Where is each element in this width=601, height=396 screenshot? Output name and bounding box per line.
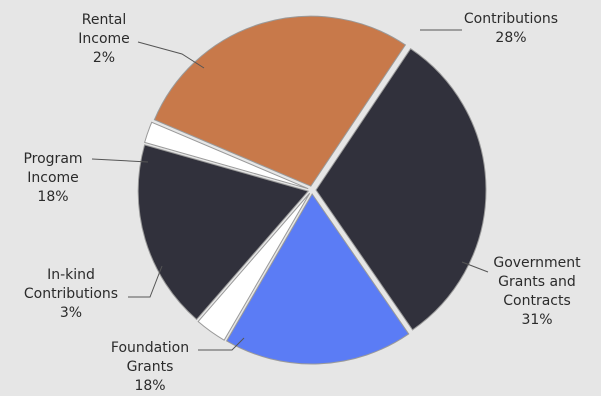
label-rental-line2: Income: [78, 31, 130, 47]
label-inkind-value: 3%: [59, 305, 83, 321]
pie-slice-0: [153, 15, 407, 187]
label-contributions-name: Contributions: [463, 11, 559, 27]
label-inkind-line1: In-kind: [47, 267, 95, 283]
pie-slice-1: [315, 48, 487, 331]
leader-line-3: [128, 265, 163, 298]
pie-slice-3: [197, 192, 311, 341]
label-government-value: 31%: [521, 312, 553, 328]
pie-slice-5: [144, 121, 309, 190]
label-program-value: 18%: [37, 189, 69, 205]
label-inkind-contributions: In-kind Contributions 3%: [24, 266, 118, 323]
pie-slice-4: [137, 144, 310, 321]
label-rental-line1: Rental: [81, 12, 127, 28]
label-foundation-value: 18%: [134, 378, 166, 394]
label-foundation-line2: Grants: [126, 359, 174, 375]
label-contributions-value: 28%: [495, 30, 527, 46]
label-program-line2: Income: [27, 170, 79, 186]
label-government-line1: Government: [493, 255, 581, 271]
label-government-line3: Contracts: [503, 293, 571, 309]
label-government-grants: Government Grants and Contracts 31%: [493, 254, 580, 330]
leader-line-4: [91, 158, 149, 163]
label-program-line1: Program: [23, 151, 83, 167]
label-inkind-line2: Contributions: [23, 286, 119, 302]
leader-line-1: [461, 261, 489, 273]
label-rental-value: 2%: [92, 50, 116, 66]
label-rental-income: Rental Income 2%: [78, 11, 130, 68]
label-government-line2: Grants and: [498, 274, 576, 290]
label-program-income: Program Income 18%: [23, 150, 82, 207]
leader-line-2: [198, 337, 245, 351]
label-foundation-line1: Foundation: [110, 340, 190, 356]
label-foundation-grants: Foundation Grants 18%: [111, 339, 189, 396]
pie-slice-2: [225, 193, 410, 365]
label-contributions: Contributions 28%: [464, 10, 558, 48]
leader-line-5: [137, 41, 205, 69]
